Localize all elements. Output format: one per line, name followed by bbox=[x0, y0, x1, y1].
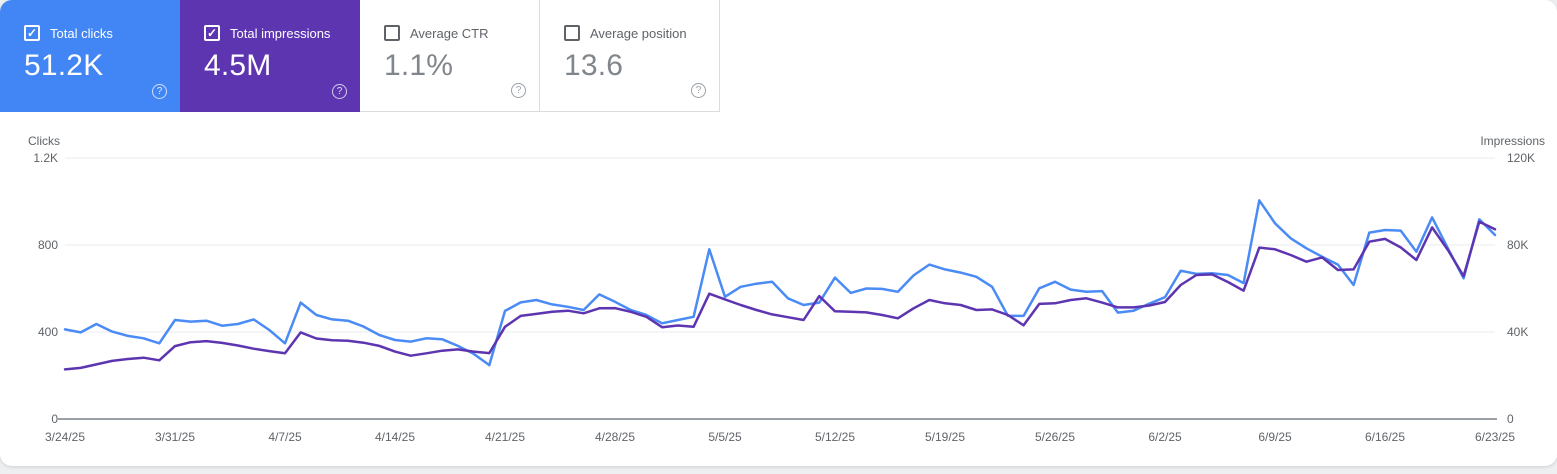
x-axis-label: 5/26/25 bbox=[1034, 430, 1076, 444]
right-axis-title: Impressions bbox=[1480, 134, 1545, 148]
average-ctr-label: Average CTR bbox=[410, 25, 489, 41]
right-axis-tick: 40K bbox=[1507, 325, 1529, 339]
total-impressions-checkbox[interactable]: ✓ bbox=[204, 25, 220, 41]
metric-card-average-ctr[interactable]: Average CTR 1.1% ? bbox=[360, 0, 540, 112]
average-position-checkbox[interactable] bbox=[564, 25, 580, 41]
x-axis-label: 5/5/25 bbox=[708, 430, 742, 444]
left-axis-tick: 400 bbox=[37, 325, 58, 339]
x-axis-label: 6/16/25 bbox=[1364, 430, 1406, 444]
x-axis-label: 4/21/25 bbox=[484, 430, 526, 444]
metric-card-total-clicks[interactable]: ✓ Total clicks 51.2K ? bbox=[0, 0, 180, 112]
x-axis-label: 6/9/25 bbox=[1258, 430, 1292, 444]
x-axis-label: 3/24/25 bbox=[44, 430, 86, 444]
help-icon[interactable]: ? bbox=[332, 84, 347, 99]
total-clicks-label: Total clicks bbox=[50, 25, 113, 41]
average-ctr-checkbox[interactable] bbox=[384, 25, 400, 41]
metric-tiles-row: ✓ Total clicks 51.2K ? ✓ Total impressio… bbox=[0, 0, 720, 112]
average-position-value: 13.6 bbox=[564, 49, 624, 82]
x-axis-label: 5/19/25 bbox=[924, 430, 966, 444]
average-ctr-value: 1.1% bbox=[384, 49, 454, 82]
average-position-label: Average position bbox=[590, 25, 687, 41]
x-axis-label: 4/7/25 bbox=[268, 430, 302, 444]
x-axis-label: 6/2/25 bbox=[1148, 430, 1182, 444]
total-impressions-value: 4.5M bbox=[204, 49, 272, 82]
right-axis-tick: 0 bbox=[1507, 412, 1514, 426]
total-clicks-value: 51.2K bbox=[24, 49, 104, 82]
right-axis-tick: 120K bbox=[1507, 151, 1536, 165]
total-clicks-checkbox[interactable]: ✓ bbox=[24, 25, 40, 41]
x-axis-label: 5/12/25 bbox=[814, 430, 856, 444]
total-impressions-label: Total impressions bbox=[230, 25, 331, 41]
x-axis-label: 4/28/25 bbox=[594, 430, 636, 444]
left-axis-tick: 0 bbox=[51, 412, 58, 426]
help-icon[interactable]: ? bbox=[511, 83, 526, 98]
metric-card-total-impressions[interactable]: ✓ Total impressions 4.5M ? bbox=[180, 0, 360, 112]
metric-card-average-position[interactable]: Average position 13.6 ? bbox=[540, 0, 720, 112]
x-axis-label: 6/23/25 bbox=[1474, 430, 1516, 444]
help-icon[interactable]: ? bbox=[152, 84, 167, 99]
series-total-clicks bbox=[63, 199, 1497, 367]
x-axis-label: 3/31/25 bbox=[154, 430, 196, 444]
left-axis-title: Clicks bbox=[28, 134, 60, 148]
help-icon[interactable]: ? bbox=[691, 83, 706, 98]
left-axis-tick: 1.2K bbox=[33, 151, 58, 165]
x-axis-label: 4/14/25 bbox=[374, 430, 416, 444]
series-total-impressions bbox=[63, 220, 1497, 371]
left-axis-tick: 800 bbox=[37, 238, 58, 252]
right-axis-tick: 80K bbox=[1507, 238, 1529, 252]
